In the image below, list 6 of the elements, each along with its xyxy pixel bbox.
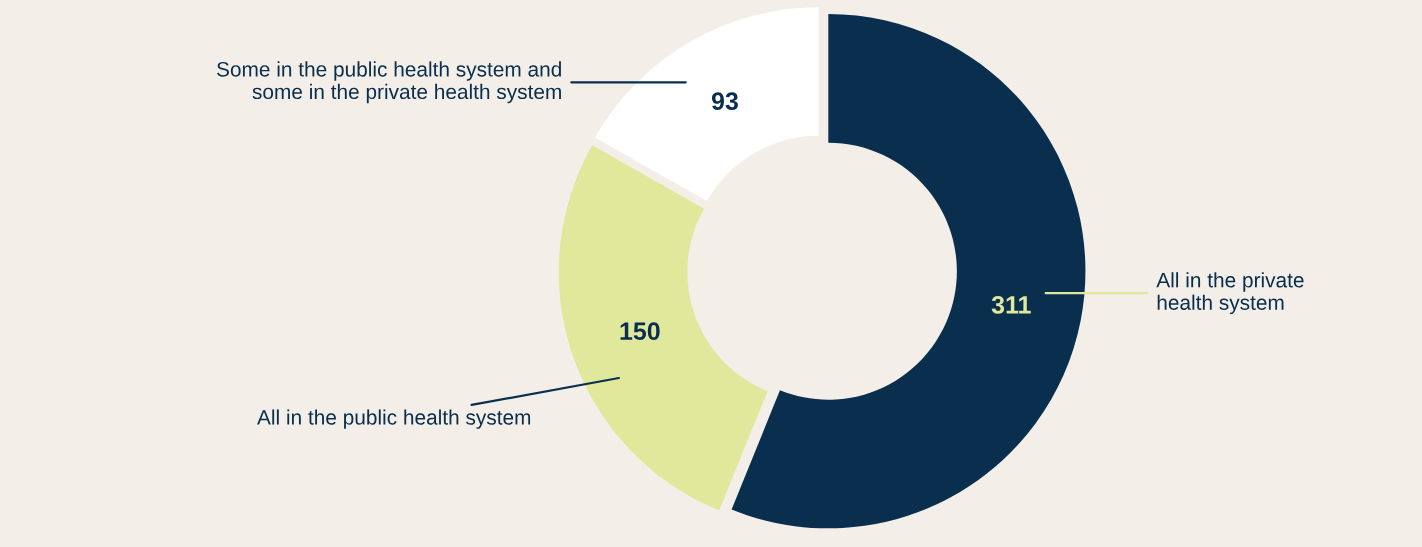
data-label: 93 (711, 92, 738, 111)
data-label: 150 (620, 322, 660, 341)
data-label: 311 (991, 295, 1031, 314)
slice-label: Some in the public health system and some in the private health system (216, 61, 561, 104)
slice-label: All in the public health system (257, 409, 531, 429)
slice-label: All in the private health system (1156, 272, 1304, 315)
